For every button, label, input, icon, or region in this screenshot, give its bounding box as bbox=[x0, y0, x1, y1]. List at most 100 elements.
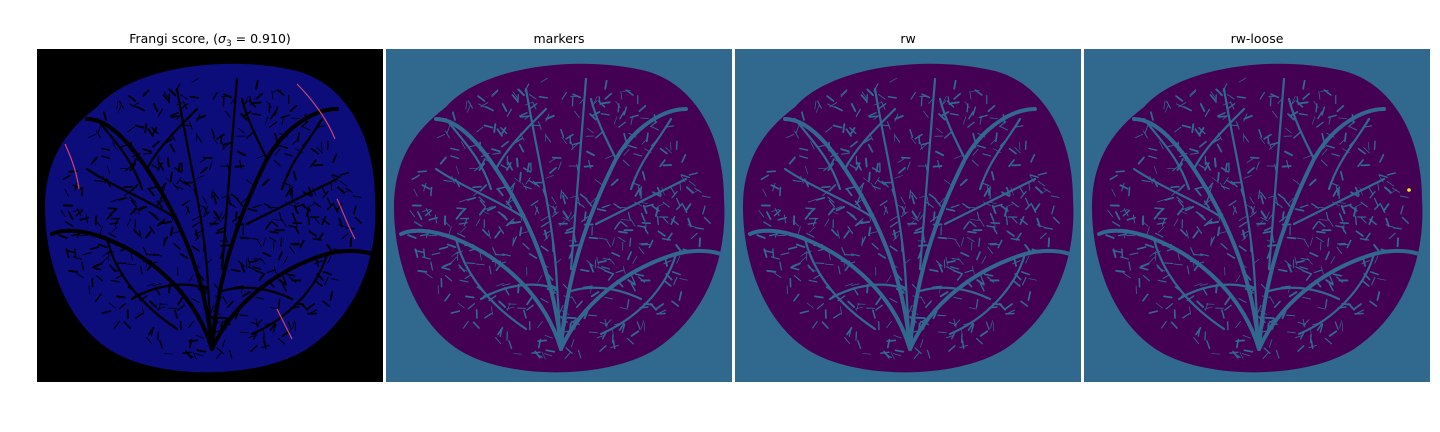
texture-mark bbox=[1010, 237, 1021, 241]
texture-mark bbox=[682, 204, 688, 213]
texture-mark bbox=[134, 158, 143, 163]
texture-mark bbox=[1258, 128, 1263, 138]
texture-mark bbox=[1173, 263, 1183, 266]
vessel bbox=[843, 107, 897, 171]
texture-mark bbox=[598, 237, 608, 240]
texture-mark bbox=[109, 199, 119, 203]
texture-mark bbox=[1217, 171, 1220, 182]
texture-mark bbox=[969, 220, 977, 228]
texture-mark bbox=[213, 217, 222, 222]
texture-mark bbox=[1181, 124, 1192, 129]
texture-mark bbox=[151, 127, 158, 136]
texture-mark bbox=[131, 152, 141, 158]
texture-mark bbox=[1293, 131, 1301, 139]
texture-mark bbox=[1275, 349, 1280, 359]
texture-mark bbox=[518, 143, 525, 153]
texture-mark bbox=[486, 205, 497, 212]
texture-mark bbox=[196, 114, 206, 120]
texture-mark bbox=[1312, 221, 1319, 230]
texture-mark bbox=[598, 96, 601, 106]
texture-mark bbox=[1321, 148, 1328, 156]
texture-mark bbox=[481, 210, 490, 215]
texture-mark bbox=[837, 295, 846, 302]
texture-mark bbox=[1166, 100, 1171, 109]
texture-mark bbox=[799, 256, 807, 264]
texture-mark bbox=[956, 272, 964, 281]
texture-mark bbox=[1112, 221, 1121, 227]
texture-mark bbox=[496, 128, 503, 137]
texture-mark bbox=[313, 201, 321, 208]
texture-mark bbox=[774, 229, 779, 238]
texture-mark bbox=[1183, 106, 1192, 112]
texture-mark bbox=[657, 230, 666, 237]
texture-mark bbox=[414, 249, 424, 254]
texture-mark bbox=[911, 211, 917, 219]
texture-mark bbox=[416, 211, 423, 221]
texture-mark bbox=[1266, 322, 1270, 333]
texture-mark bbox=[1029, 175, 1035, 183]
texture-mark bbox=[687, 224, 697, 228]
texture-mark bbox=[997, 239, 1003, 249]
texture-mark bbox=[925, 163, 928, 173]
texture-mark bbox=[1302, 318, 1306, 328]
texture-mark bbox=[919, 195, 928, 198]
texture-mark bbox=[473, 190, 480, 197]
texture-mark bbox=[495, 262, 503, 272]
texture-mark bbox=[979, 330, 989, 337]
texture-mark bbox=[913, 352, 920, 360]
texture-mark bbox=[765, 211, 772, 221]
texture-mark bbox=[283, 256, 289, 264]
texture-mark bbox=[437, 133, 446, 138]
texture-mark bbox=[95, 274, 104, 282]
texture-mark bbox=[500, 127, 508, 135]
texture-mark bbox=[779, 186, 782, 197]
texture-mark bbox=[872, 309, 876, 319]
texture-mark bbox=[142, 90, 150, 98]
texture-mark bbox=[188, 121, 193, 130]
texture-mark bbox=[1039, 232, 1047, 240]
texture-mark bbox=[326, 197, 332, 207]
texture-mark bbox=[622, 159, 630, 167]
texture-mark bbox=[501, 283, 511, 286]
texture-mark bbox=[856, 218, 864, 225]
texture-mark bbox=[844, 253, 854, 256]
texture-mark bbox=[857, 188, 864, 196]
texture-mark bbox=[1194, 186, 1204, 190]
texture-mark bbox=[1149, 175, 1153, 184]
texture-mark bbox=[656, 186, 662, 196]
texture-mark bbox=[450, 256, 458, 264]
texture-mark bbox=[1216, 112, 1226, 117]
texture-mark bbox=[137, 205, 148, 212]
texture-mark bbox=[222, 296, 228, 305]
texture-mark bbox=[1206, 188, 1213, 196]
texture-mark bbox=[135, 312, 144, 319]
texture-mark bbox=[623, 132, 627, 143]
texture-mark bbox=[679, 278, 688, 281]
texture-mark bbox=[261, 178, 270, 186]
texture-mark bbox=[457, 232, 466, 238]
texture-mark bbox=[1203, 186, 1210, 194]
texture-mark bbox=[459, 279, 469, 283]
vessel bbox=[629, 117, 673, 191]
texture-mark bbox=[1174, 126, 1182, 133]
texture-mark bbox=[863, 137, 872, 144]
texture-mark bbox=[1295, 260, 1305, 264]
texture-mark bbox=[1161, 217, 1166, 227]
texture-mark bbox=[312, 237, 323, 241]
texture-mark bbox=[454, 178, 461, 188]
panel-title-frangi: Frangi score, (σ3 = 0.910) bbox=[129, 31, 291, 49]
texture-mark bbox=[514, 177, 522, 184]
texture-mark bbox=[1163, 295, 1173, 299]
texture-mark bbox=[242, 99, 249, 107]
texture-mark bbox=[603, 269, 614, 275]
texture-mark bbox=[1000, 205, 1009, 212]
texture-mark bbox=[525, 177, 531, 185]
vessel bbox=[1287, 97, 1316, 161]
texture-mark bbox=[1289, 111, 1299, 117]
texture-mark bbox=[1156, 199, 1166, 203]
texture-mark bbox=[213, 211, 219, 219]
texture-mark bbox=[451, 175, 455, 184]
texture-mark bbox=[788, 156, 796, 165]
texture-mark bbox=[1209, 220, 1220, 225]
texture-mark bbox=[1244, 272, 1252, 281]
